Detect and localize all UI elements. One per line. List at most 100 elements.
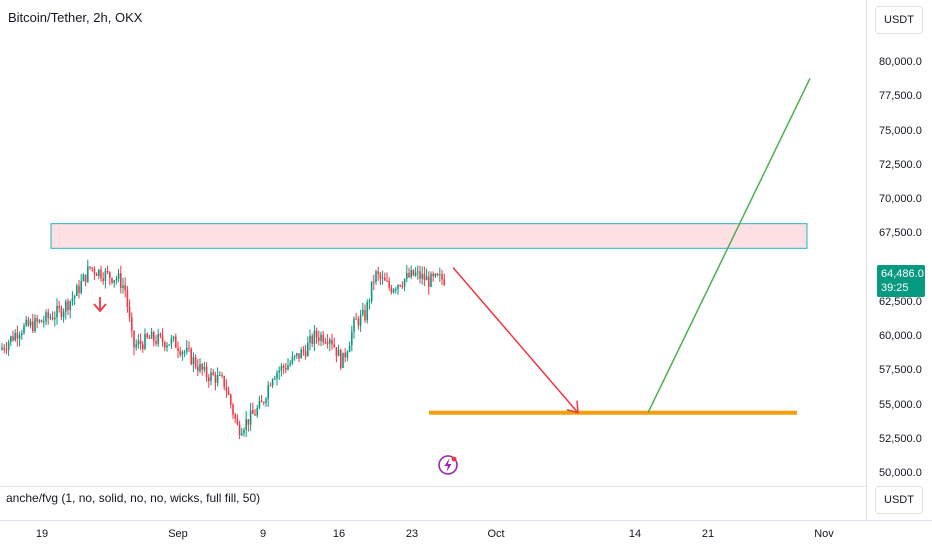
candle-body <box>307 342 309 357</box>
candle-body <box>348 345 351 353</box>
candle-body <box>230 394 232 405</box>
candle-body <box>265 399 267 403</box>
candle-body <box>276 372 278 379</box>
candle-body <box>153 332 155 342</box>
currency-button-bottom[interactable]: USDT <box>875 486 923 514</box>
candle-body <box>146 333 148 338</box>
candle-body <box>430 273 432 287</box>
candle-body <box>366 301 368 321</box>
bullish-projection-line[interactable] <box>647 78 811 414</box>
candle-body <box>245 419 247 430</box>
candle-body <box>43 321 45 323</box>
candle-body <box>359 314 362 326</box>
candle-body <box>346 352 349 358</box>
time-label: Sep <box>168 528 188 540</box>
candle-body <box>357 318 360 326</box>
time-label: 21 <box>701 528 715 540</box>
candle-body <box>122 285 124 289</box>
candle-body <box>256 408 258 416</box>
time-axis[interactable] <box>0 520 932 551</box>
candle-body <box>289 363 291 366</box>
candle-body <box>441 274 443 280</box>
candle-body <box>192 357 195 365</box>
candle-body <box>144 333 146 349</box>
candle-body <box>29 321 32 326</box>
candle-body <box>331 339 333 345</box>
candle-body <box>199 364 201 371</box>
time-label: Nov <box>814 528 834 540</box>
candle-body <box>227 391 230 395</box>
candle-body <box>60 308 63 317</box>
candle-body <box>298 353 300 359</box>
candle-body <box>190 348 192 365</box>
chart-pane[interactable]: Bitcoin/Tether, 2h, OKX <box>0 0 866 486</box>
candle-body <box>120 273 122 289</box>
candle-body <box>111 277 113 283</box>
currency-button-top[interactable]: USDT <box>875 6 923 34</box>
symbol-title[interactable]: Bitcoin/Tether, 2h, OKX <box>8 10 143 25</box>
price-tick-label: 50,000.0 <box>879 467 922 479</box>
candle-body <box>318 337 320 341</box>
candle-body <box>36 318 38 322</box>
price-scale[interactable] <box>866 0 932 520</box>
candle-body <box>392 289 395 293</box>
candle-body <box>80 281 82 293</box>
candle-body <box>417 271 419 273</box>
candle-body <box>428 276 430 287</box>
candle-body <box>131 317 133 331</box>
candle-body <box>150 332 153 339</box>
price-tick-label: 67,500.0 <box>879 227 922 240</box>
candle-body <box>219 374 221 376</box>
candle-body <box>32 321 34 332</box>
candle-body <box>10 336 12 343</box>
candle-body <box>25 319 27 326</box>
bearish-projection-line[interactable] <box>452 267 579 414</box>
candle-body <box>208 377 210 382</box>
indicator-legend[interactable]: anche/fvg (1, no, solid, no, no, wicks, … <box>6 491 261 505</box>
candle-body <box>181 351 184 355</box>
candle-body <box>117 273 120 279</box>
lightning-icon[interactable] <box>438 455 458 475</box>
price-tick-label: 60,000.0 <box>879 330 922 342</box>
candle-body <box>188 347 190 349</box>
candle-body <box>252 410 254 414</box>
candle-body <box>247 419 250 425</box>
candle-body <box>164 342 166 348</box>
small-down-arrow <box>93 297 107 313</box>
resistance-zone[interactable] <box>50 223 808 249</box>
candle-body <box>434 273 437 277</box>
candle-body <box>439 274 441 276</box>
candle-body <box>384 277 386 281</box>
candle-body <box>54 317 56 320</box>
candle-body <box>203 366 206 370</box>
candles-group <box>1 259 445 440</box>
candle-body <box>210 372 212 382</box>
bar-countdown: 39:25 <box>881 282 909 294</box>
candle-body <box>234 414 236 419</box>
candle-body <box>47 312 49 318</box>
candle-body <box>241 433 243 436</box>
price-tick-label: 52,500.0 <box>879 432 922 445</box>
arrow-down-icon-head <box>93 303 107 313</box>
candle-body <box>40 320 43 323</box>
candle-body <box>401 285 404 287</box>
candle-body <box>62 311 65 317</box>
candle-body <box>71 298 74 302</box>
candle-body <box>267 385 269 400</box>
candle-body <box>168 344 170 346</box>
candle-body <box>274 378 276 380</box>
candlestick-chart[interactable] <box>0 0 866 486</box>
candle-body <box>45 312 47 322</box>
bearish-arrowhead <box>566 400 579 414</box>
candle-body <box>390 287 393 293</box>
candle-body <box>419 271 421 279</box>
candle-body <box>291 356 294 364</box>
candle-body <box>313 330 316 344</box>
candle-body <box>18 335 21 339</box>
candle-body <box>194 357 197 367</box>
candle-body <box>410 269 412 278</box>
candle-body <box>172 336 175 339</box>
candle-body <box>16 333 19 339</box>
candle-body <box>124 285 126 291</box>
candle-body <box>412 269 415 276</box>
